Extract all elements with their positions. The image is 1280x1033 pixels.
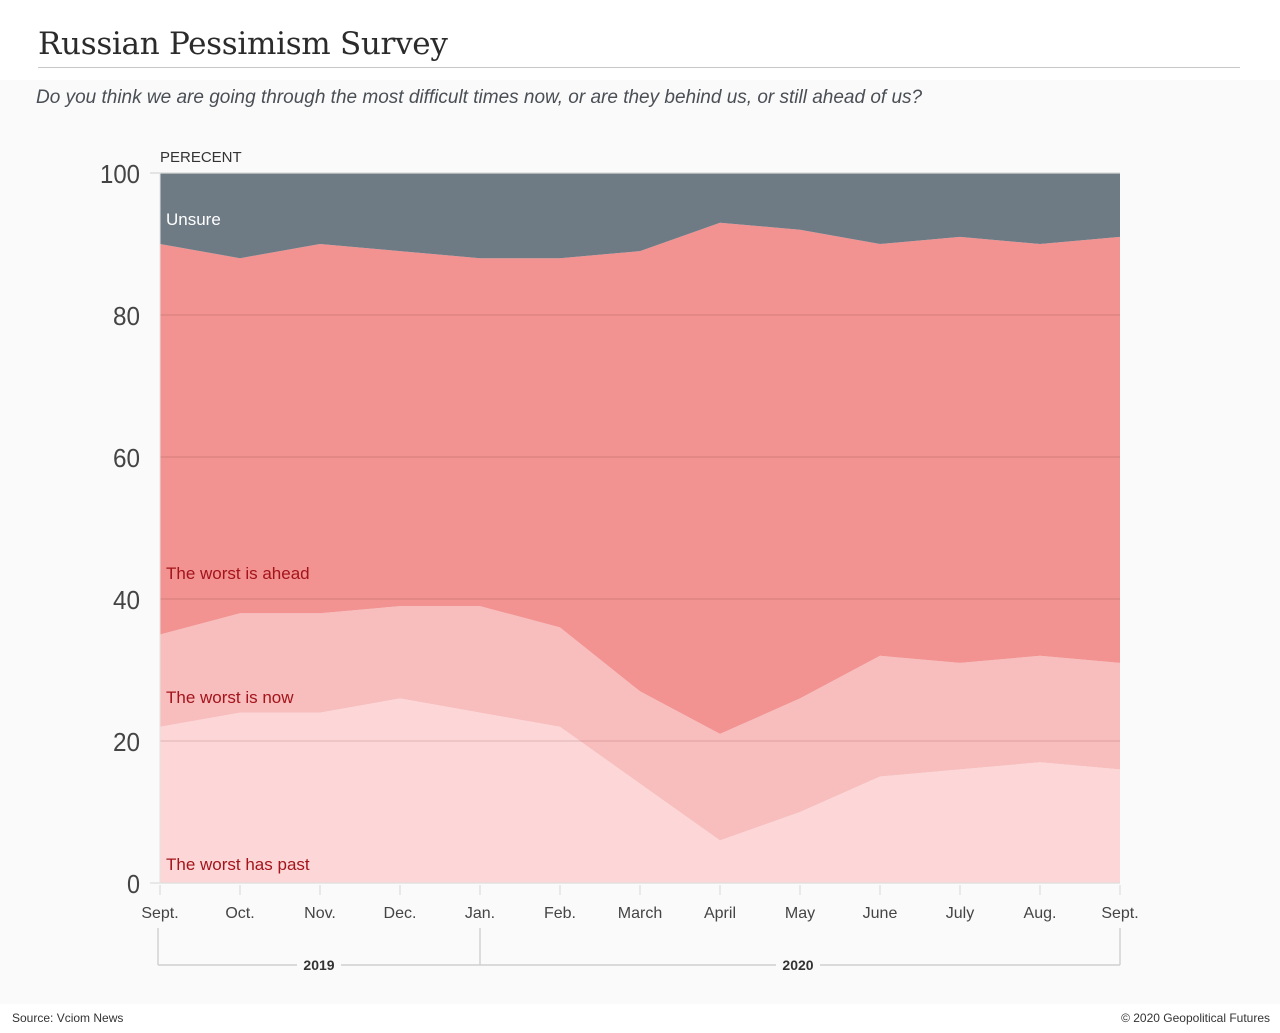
x-tick-label: Sept. xyxy=(1101,905,1138,922)
y-tick-label: 20 xyxy=(113,727,140,757)
x-tick-label: Nov. xyxy=(304,905,336,922)
chart-title: Russian Pessimism Survey xyxy=(38,26,448,62)
series-label-ahead: The worst is ahead xyxy=(166,564,310,583)
series-label-unsure: Unsure xyxy=(166,210,221,229)
area-past xyxy=(160,698,1120,883)
x-tick-label: Feb. xyxy=(544,905,576,922)
x-tick-label: May xyxy=(785,905,815,922)
title-area: Russian Pessimism Survey xyxy=(0,0,1280,80)
title-divider xyxy=(38,67,1240,68)
y-axis-label: PERECENT xyxy=(160,149,242,166)
copyright-note: © 2020 Geopolitical Futures xyxy=(1121,1011,1270,1025)
year-label-2019: 2019 xyxy=(303,957,334,973)
area-now xyxy=(160,606,1120,841)
year-label-2020: 2020 xyxy=(782,957,813,973)
area-ahead xyxy=(160,222,1120,734)
series-label-past: The worst has past xyxy=(166,855,310,874)
chart-subtitle: Do you think we are going through the mo… xyxy=(36,87,923,108)
stacked-area-chart: 0 20 40 60 80 100 Sept. Oct. Nov. Dec. Jan. Feb. Ma… xyxy=(100,149,1139,973)
y-tick-label: 60 xyxy=(113,443,140,473)
x-tick-label: Sept. xyxy=(141,905,178,922)
series-labels: The worst has past The worst is now The wo… xyxy=(166,210,310,874)
x-tick-label: April xyxy=(704,905,736,922)
x-tick-label: Oct. xyxy=(225,905,254,922)
y-tick-label: 40 xyxy=(113,585,140,615)
x-tick-label: July xyxy=(946,905,974,922)
x-tick-label: June xyxy=(863,905,898,922)
area-unsure xyxy=(160,173,1120,259)
source-note: Source: Vciom News xyxy=(12,1011,124,1025)
x-tick-label: Dec. xyxy=(384,905,417,922)
x-tick-label: Jan. xyxy=(465,905,495,922)
x-tick-label: March xyxy=(618,905,662,922)
x-tick-label: Aug. xyxy=(1024,905,1057,922)
y-tick-label: 80 xyxy=(113,301,140,331)
y-tick-label: 100 xyxy=(100,159,140,189)
area-layers xyxy=(160,173,1120,883)
y-axis: 0 20 40 60 80 100 xyxy=(100,159,140,899)
gridlines xyxy=(150,172,1120,884)
x-axis: Sept. Oct. Nov. Dec. Jan. Feb. March April May Ju… xyxy=(141,885,1139,973)
y-tick-label: 0 xyxy=(127,869,140,899)
series-label-now: The worst is now xyxy=(166,688,294,707)
